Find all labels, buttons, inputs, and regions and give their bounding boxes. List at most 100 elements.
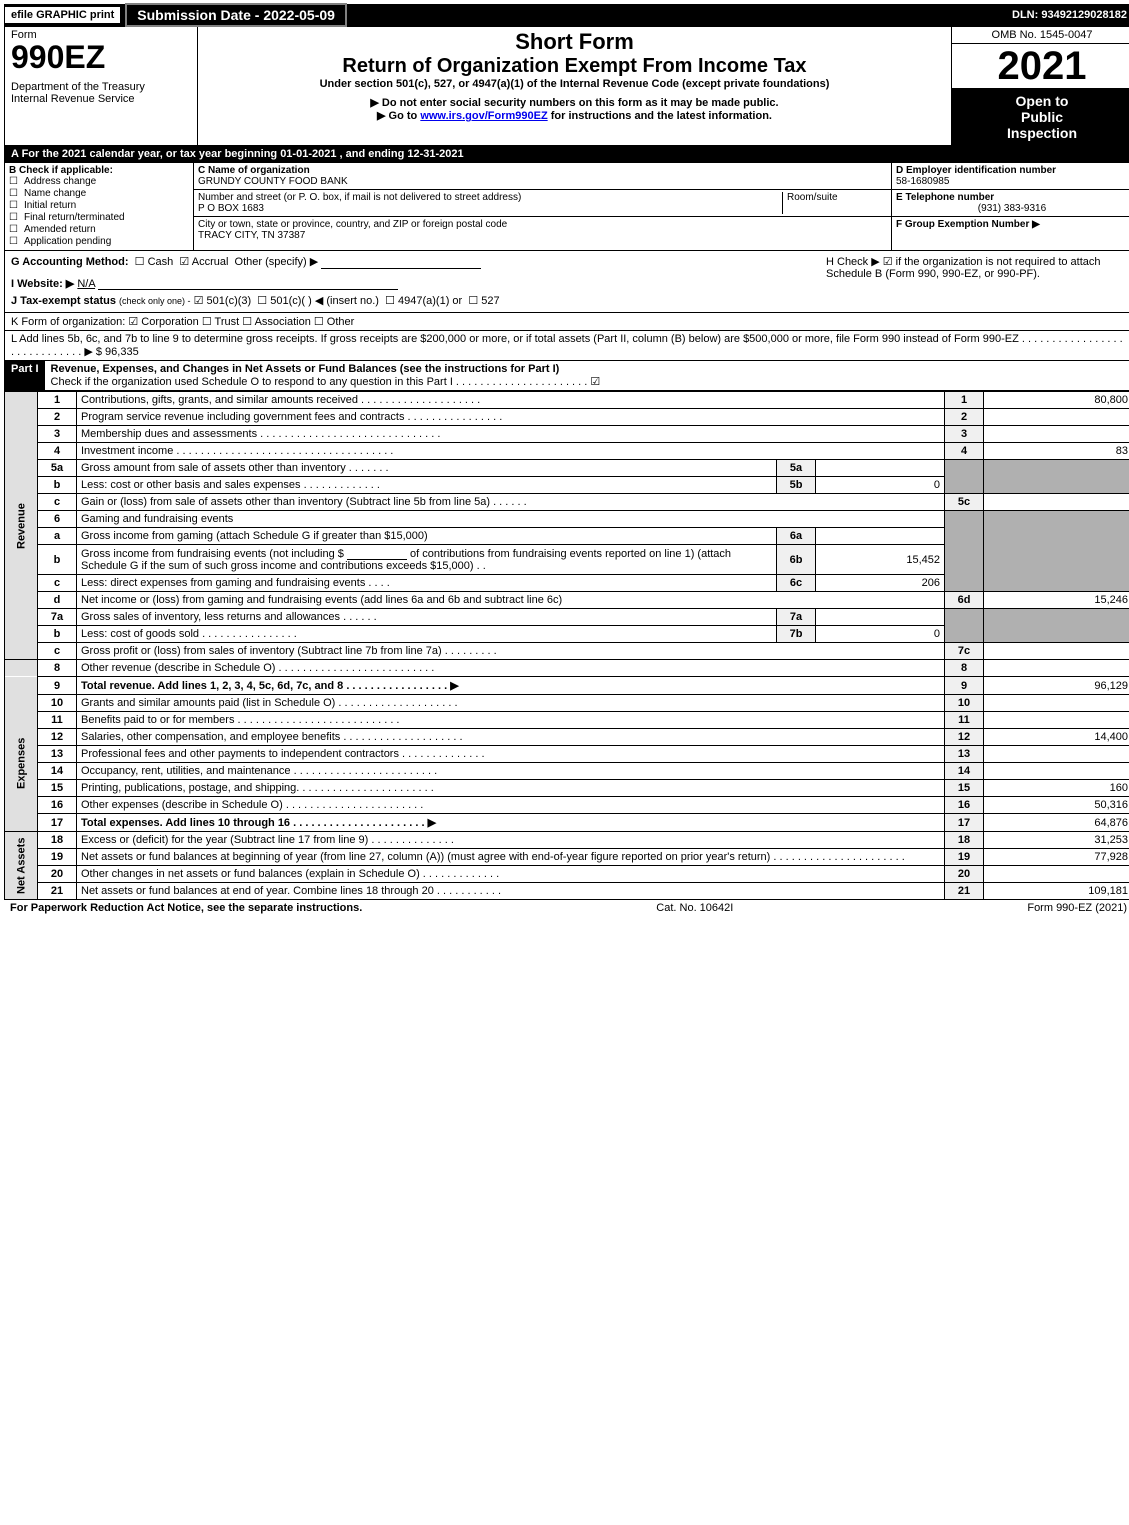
l9-ln: 9: [945, 677, 984, 695]
part1-label: Part I: [5, 361, 45, 390]
l18-ln: 18: [945, 832, 984, 849]
col-def: D Employer identification number 58-1680…: [891, 163, 1129, 250]
line-j: J Tax-exempt status (check only one) - ☑…: [11, 294, 826, 308]
l7a-sv: [816, 609, 945, 626]
l9-text: Total revenue. Add lines 1, 2, 3, 4, 5c,…: [77, 677, 945, 695]
l18-num: 18: [38, 832, 77, 849]
irs-text: Internal Revenue Service: [11, 93, 135, 105]
l2-amt: [984, 409, 1129, 426]
l6a-text: Gross income from gaming (attach Schedul…: [77, 528, 777, 545]
l8-text: Other revenue (describe in Schedule O) .…: [77, 660, 945, 677]
line-l: L Add lines 5b, 6c, and 7b to line 9 to …: [4, 331, 1129, 361]
chk-final-return[interactable]: ☐ Final return/terminated: [9, 212, 189, 224]
j-501c3[interactable]: 501(c)(3): [207, 295, 252, 307]
l5b-text: Less: cost or other basis and sales expe…: [77, 477, 777, 494]
street-value: P O BOX 1683: [198, 203, 264, 214]
chk-name-change[interactable]: ☐ Name change: [9, 188, 189, 200]
l17-ln: 17: [945, 814, 984, 832]
street-label: Number and street (or P. O. box, if mail…: [198, 192, 521, 203]
l3-ln: 3: [945, 426, 984, 443]
l12-amt: 14,400: [984, 729, 1129, 746]
l5b-num: b: [38, 477, 77, 494]
header-left: Form 990EZ Department of the Treasury In…: [5, 27, 198, 145]
part1-title: Revenue, Expenses, and Changes in Net As…: [45, 361, 1129, 390]
j-label: J Tax-exempt status: [11, 295, 116, 307]
goto-prefix: ▶ Go to: [377, 110, 420, 122]
phone-row: E Telephone number (931) 383-9316: [892, 190, 1129, 217]
l6d-text: Net income or (loss) from gaming and fun…: [77, 592, 945, 609]
l2-ln: 2: [945, 409, 984, 426]
group-exemption-row: F Group Exemption Number ▶: [892, 217, 1129, 232]
j-501c[interactable]: 501(c)( ) ◀ (insert no.): [270, 295, 379, 307]
l16-ln: 16: [945, 797, 984, 814]
l21-amt: 109,181: [984, 883, 1129, 900]
l7c-amt: [984, 643, 1129, 660]
line-a: A For the 2021 calendar year, or tax yea…: [4, 146, 1129, 163]
goto-link[interactable]: www.irs.gov/Form990EZ: [420, 110, 547, 122]
l18-amt: 31,253: [984, 832, 1129, 849]
l5c-ln: 5c: [945, 494, 984, 511]
l2-text: Program service revenue including govern…: [77, 409, 945, 426]
ein-value: 58-1680985: [896, 176, 949, 187]
l6b-text: Gross income from fundraising events (no…: [77, 545, 777, 575]
j-527[interactable]: 527: [481, 295, 499, 307]
g-cash[interactable]: Cash: [148, 256, 174, 268]
j-4947[interactable]: 4947(a)(1) or: [398, 295, 462, 307]
l1-amt: 80,800: [984, 392, 1129, 409]
l7b-sn: 7b: [777, 626, 816, 643]
l21-ln: 21: [945, 883, 984, 900]
l5c-amt: [984, 494, 1129, 511]
phone-value: (931) 383-9316: [896, 203, 1128, 214]
omb-number: OMB No. 1545-0047: [952, 27, 1129, 44]
footer-mid: Cat. No. 10642I: [362, 902, 1027, 914]
l6d-amt: 15,246: [984, 592, 1129, 609]
g-accrual[interactable]: Accrual: [192, 256, 229, 268]
l20-amt: [984, 866, 1129, 883]
chk-application-pending[interactable]: ☐ Application pending: [9, 236, 189, 248]
col-b: B Check if applicable: ☐ Address change …: [5, 163, 194, 250]
part1-table: Revenue 1 Contributions, gifts, grants, …: [4, 391, 1129, 900]
line-l-text: L Add lines 5b, 6c, and 7b to line 9 to …: [11, 333, 1123, 358]
l5a-num: 5a: [38, 460, 77, 477]
dln-label: DLN: 93492129028182: [1012, 9, 1129, 21]
part1-header-row: Part I Revenue, Expenses, and Changes in…: [4, 361, 1129, 391]
org-name: GRUNDY COUNTY FOOD BANK: [198, 176, 348, 187]
l6d-num: d: [38, 592, 77, 609]
g-label: G Accounting Method:: [11, 256, 129, 268]
g-other[interactable]: Other (specify) ▶: [235, 256, 319, 268]
l10-amt: [984, 695, 1129, 712]
l5b-sv: 0: [816, 477, 945, 494]
return-title: Return of Organization Exempt From Incom…: [204, 55, 945, 78]
l4-ln: 4: [945, 443, 984, 460]
footer: For Paperwork Reduction Act Notice, see …: [4, 900, 1129, 916]
part1-check-text: Check if the organization used Schedule …: [51, 376, 601, 388]
chk-amended-return[interactable]: ☐ Amended return: [9, 224, 189, 236]
l5a-sv: [816, 460, 945, 477]
form-header: Form 990EZ Department of the Treasury In…: [4, 26, 1129, 146]
chk-initial-return[interactable]: ☐ Initial return: [9, 200, 189, 212]
l7a-text: Gross sales of inventory, less returns a…: [77, 609, 777, 626]
l20-ln: 20: [945, 866, 984, 883]
l14-text: Occupancy, rent, utilities, and maintena…: [77, 763, 945, 780]
chk-address-change[interactable]: ☐ Address change: [9, 176, 189, 188]
city-label: City or town, state or province, country…: [198, 219, 507, 230]
l5c-num: c: [38, 494, 77, 511]
l6-shade-amt: [984, 511, 1129, 592]
gh-left: G Accounting Method: ☐ Cash ☑ Accrual Ot…: [11, 255, 826, 308]
l6a-sv: [816, 528, 945, 545]
l3-num: 3: [38, 426, 77, 443]
efile-label[interactable]: efile GRAPHIC print: [4, 6, 121, 24]
l14-ln: 14: [945, 763, 984, 780]
open3: Inspection: [1007, 125, 1077, 141]
j-sub: (check only one) -: [119, 296, 191, 306]
l6c-text: Less: direct expenses from gaming and fu…: [77, 575, 777, 592]
l5a-text: Gross amount from sale of assets other t…: [77, 460, 777, 477]
line-k: K Form of organization: ☑ Corporation ☐ …: [4, 313, 1129, 331]
open1: Open to: [1016, 93, 1069, 109]
l5ab-shade: [945, 460, 984, 494]
g-other-blank[interactable]: [321, 256, 481, 269]
l15-amt: 160: [984, 780, 1129, 797]
part1-title-text: Revenue, Expenses, and Changes in Net As…: [51, 363, 560, 375]
form-number: 990EZ: [11, 41, 191, 73]
l7b-num: b: [38, 626, 77, 643]
